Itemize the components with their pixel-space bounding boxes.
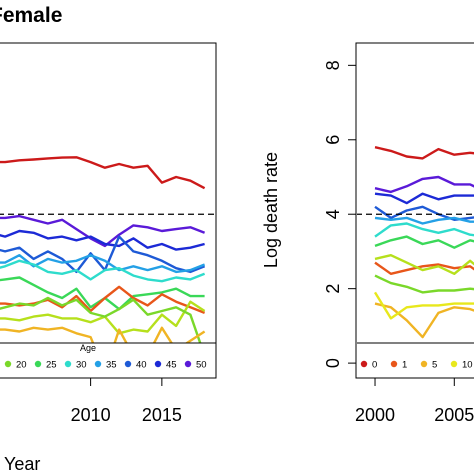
x-tick-label: 2000: [355, 405, 395, 425]
legend-label: 30: [76, 360, 87, 371]
right-plot-frame: [355, 42, 474, 379]
panel-right: 0 1 5 10 0 2 4 6 8 2000 2005 Log death rate: [261, 42, 474, 425]
series-line-8: [0, 300, 206, 335]
left-plot-area: Age 20 25 30 35 40 45 50: [0, 156, 216, 377]
legend-label: 40: [136, 360, 147, 371]
y-tick-label: 2: [323, 284, 343, 294]
y-tick-label: 8: [323, 60, 343, 70]
series-line-0: [0, 156, 206, 190]
legend-marker: [420, 360, 428, 368]
series-line-1: [374, 175, 474, 194]
legend-marker: [450, 360, 458, 368]
legend-label: 20: [16, 360, 27, 371]
series-line-11: [373, 291, 474, 320]
x-tick-label: 2010: [71, 405, 111, 425]
series-line-5: [374, 222, 474, 238]
legend-marker: [94, 360, 102, 368]
panel-female: Female Age 20 25 30 35 40 45 50 2010 2015 Year: [0, 4, 217, 474]
legend-marker: [154, 360, 162, 368]
series-line-6: [374, 235, 474, 249]
series-line-9: [0, 296, 206, 357]
legend-label: 1: [402, 360, 407, 371]
series-line-4: [0, 253, 206, 274]
left-plot-frame: [0, 42, 217, 379]
legend: Age 20 25 30 35 40 45 50: [0, 342, 216, 377]
series-line-9: [374, 274, 474, 294]
legend-label: 50: [196, 360, 207, 371]
right-x-axis: 2000 2005: [355, 378, 474, 425]
legend-label: 45: [166, 360, 177, 371]
legend-label: 10: [462, 360, 473, 371]
series-line-2: [374, 192, 474, 205]
x-tick-label: 2005: [434, 405, 474, 425]
series-line-2: [0, 229, 205, 251]
legend-label: 0: [372, 360, 377, 371]
series-line-1: [0, 214, 206, 248]
legend-label: 35: [106, 360, 117, 371]
legend-marker: [390, 360, 398, 368]
series-line-0: [374, 146, 474, 160]
series-line-6: [0, 276, 205, 311]
series-line-7: [374, 261, 474, 275]
y-tick-label: 0: [323, 358, 343, 368]
legend: 0 1 5 10: [357, 342, 474, 377]
right-plot-area: 0 1 5 10: [357, 146, 474, 377]
right-y-axis: 0 2 4 6 8: [323, 60, 356, 368]
legend-label: 25: [46, 360, 57, 371]
x-axis-label: Year: [4, 454, 40, 474]
x-tick-label: 2015: [142, 405, 182, 425]
series-line-3: [374, 205, 474, 222]
series-line-4: [374, 216, 474, 225]
y-tick-label: 4: [323, 209, 343, 219]
legend-marker: [34, 360, 42, 368]
series-line-10: [374, 302, 474, 339]
panel-title: Female: [0, 4, 62, 27]
series-line-3: [0, 235, 206, 274]
legend-marker: [64, 360, 72, 368]
y-axis-label: Log death rate: [261, 152, 281, 268]
legend-marker: [184, 360, 192, 368]
series-line-5: [0, 259, 206, 283]
legend-marker: [124, 360, 132, 368]
legend-title: Age: [80, 343, 96, 353]
legend-marker: [4, 360, 12, 368]
legend-marker: [360, 360, 368, 368]
series-line-8: [374, 253, 474, 275]
left-x-axis: 2010 2015: [71, 378, 182, 425]
y-tick-label: 6: [323, 135, 343, 145]
legend-label: 5: [432, 360, 437, 371]
